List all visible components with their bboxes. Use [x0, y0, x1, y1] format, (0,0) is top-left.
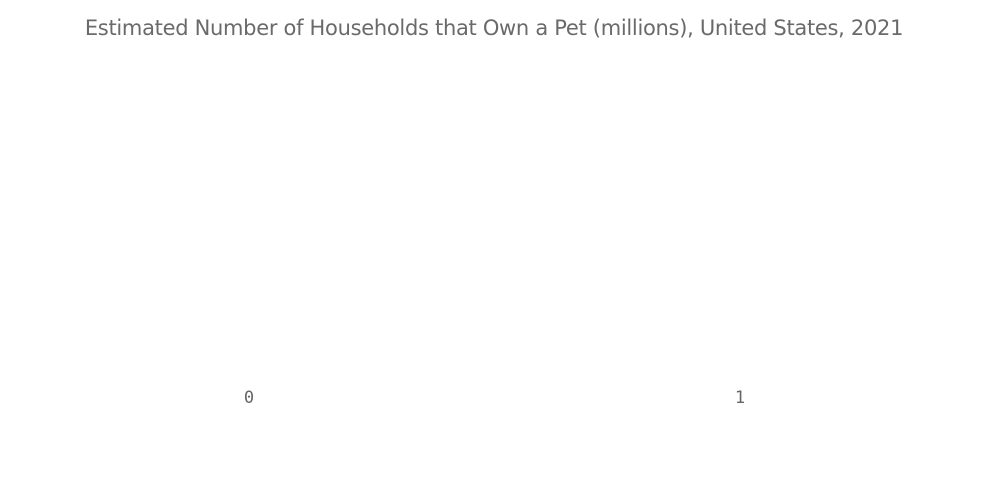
x-tick-label: 1 — [735, 388, 745, 408]
chart-title: Estimated Number of Households that Own … — [84, 16, 904, 40]
x-tick-label: 0 — [244, 388, 254, 408]
